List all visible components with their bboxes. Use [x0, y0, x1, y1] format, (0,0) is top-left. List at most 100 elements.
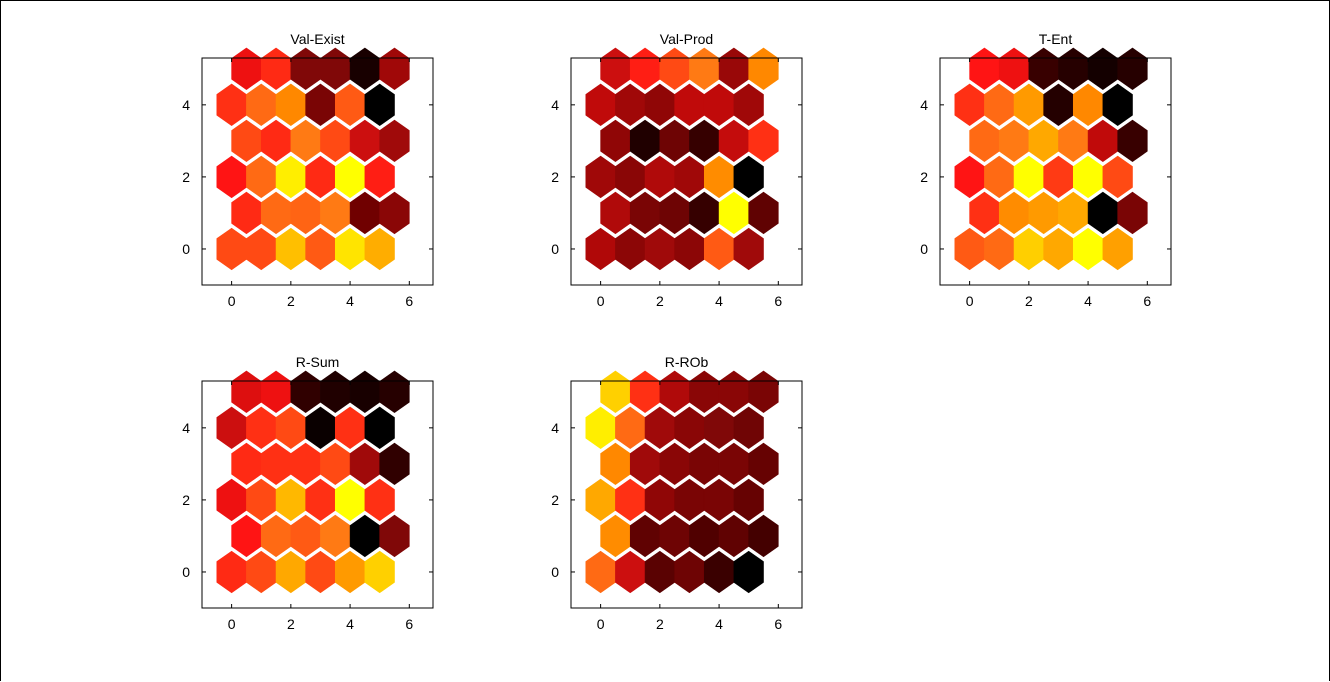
hex-cell: [954, 227, 985, 271]
hex-cell: [216, 227, 247, 271]
hex-cell: [585, 227, 616, 271]
hex-cell: [320, 370, 351, 413]
x-tick-label: 6: [774, 293, 782, 309]
hex-cell: [1087, 47, 1118, 90]
hex-cell: [216, 155, 247, 199]
hex-cell: [600, 119, 631, 163]
axes-box: [570, 380, 803, 609]
hex-cell: [689, 119, 720, 163]
axes-box: [570, 57, 803, 286]
hex-cell: [615, 478, 646, 522]
hex-cell: [216, 550, 247, 594]
x-tick-label: 2: [656, 293, 664, 309]
subplot-title: R-Sum: [296, 354, 340, 370]
hex-cell: [585, 406, 616, 449]
y-tick-label: 2: [551, 492, 559, 508]
subplot-title: T-Ent: [1039, 31, 1073, 47]
x-tick-label: 6: [774, 616, 782, 632]
hex-cell: [246, 155, 277, 199]
x-tick-label: 0: [966, 293, 974, 309]
hex-cell: [998, 119, 1030, 163]
hex-cell: [334, 155, 366, 199]
hex-cell: [644, 550, 675, 594]
hex-cell: [615, 406, 646, 449]
hex-cell: [659, 191, 690, 235]
x-tick-label: 4: [715, 293, 723, 309]
hex-cell: [600, 370, 631, 413]
hex-cell: [748, 47, 779, 90]
hex-cell: [379, 47, 410, 90]
hex-cell: [969, 47, 1000, 90]
hex-cell: [275, 550, 306, 594]
hex-cell: [349, 47, 380, 90]
hex-cell: [659, 514, 690, 558]
y-tick-label: 4: [551, 420, 559, 436]
y-tick-label: 0: [920, 241, 928, 257]
hex-cell: [379, 191, 410, 235]
hex-cell: [260, 191, 292, 235]
hex-cell: [615, 83, 646, 126]
hex-cell: [290, 370, 321, 413]
hex-cell: [954, 155, 985, 199]
hex-cell: [364, 550, 395, 594]
hex-cell: [231, 119, 262, 163]
subplot-title: Val-Prod: [660, 31, 713, 47]
hex-cell: [1013, 227, 1044, 271]
hex-cell: [334, 227, 366, 271]
hex-cell: [969, 191, 1000, 235]
hex-cell: [998, 47, 1030, 90]
hex-cell: [290, 47, 321, 90]
y-tick-label: 4: [551, 97, 559, 113]
subplot-title: Val-Exist: [290, 31, 344, 47]
hex-cell: [644, 155, 675, 199]
hex-cell: [984, 155, 1015, 199]
hex-cell: [246, 227, 277, 271]
hex-cell: [1117, 191, 1148, 235]
y-tick-label: 2: [182, 492, 190, 508]
hex-cell: [703, 155, 735, 199]
hex-cell: [718, 191, 749, 235]
hex-cell: [600, 47, 631, 90]
hex-cell: [954, 83, 985, 126]
axes-box: [201, 380, 434, 609]
hex-cell: [644, 406, 675, 449]
hex-cell: [305, 406, 336, 449]
hex-cell: [689, 442, 720, 486]
x-tick-label: 0: [597, 293, 605, 309]
hex-cell: [689, 370, 720, 413]
hex-cell: [629, 47, 661, 90]
hex-cell: [364, 478, 395, 522]
hex-cell: [585, 83, 616, 126]
hex-cell: [320, 47, 351, 90]
hex-cell: [231, 514, 262, 558]
hex-cell: [629, 191, 661, 235]
hex-cell: [1028, 47, 1059, 90]
hex-cell: [703, 83, 735, 126]
hex-cell: [1087, 191, 1118, 235]
y-tick-label: 4: [182, 420, 190, 436]
hex-cell: [320, 442, 351, 486]
hex-cell: [629, 370, 661, 413]
x-tick-label: 6: [1143, 293, 1151, 309]
hex-cell: [615, 155, 646, 199]
hex-cell: [1043, 227, 1074, 271]
hex-cell: [275, 155, 306, 199]
hex-cell: [290, 191, 321, 235]
hex-cell: [246, 406, 277, 449]
hex-cell: [1028, 119, 1059, 163]
hex-cell: [320, 514, 351, 558]
hex-cell: [585, 155, 616, 199]
hex-cell: [379, 119, 410, 163]
hex-cell: [216, 83, 247, 126]
y-tick-label: 0: [182, 241, 190, 257]
hex-cell: [349, 119, 380, 163]
hex-cell: [659, 47, 690, 90]
hex-cell: [364, 227, 395, 271]
hex-cell: [585, 478, 616, 522]
hex-cell: [305, 478, 336, 522]
hex-cell: [703, 550, 735, 594]
hex-cell: [600, 442, 631, 486]
hex-cell: [659, 370, 690, 413]
hex-cell: [644, 83, 675, 126]
